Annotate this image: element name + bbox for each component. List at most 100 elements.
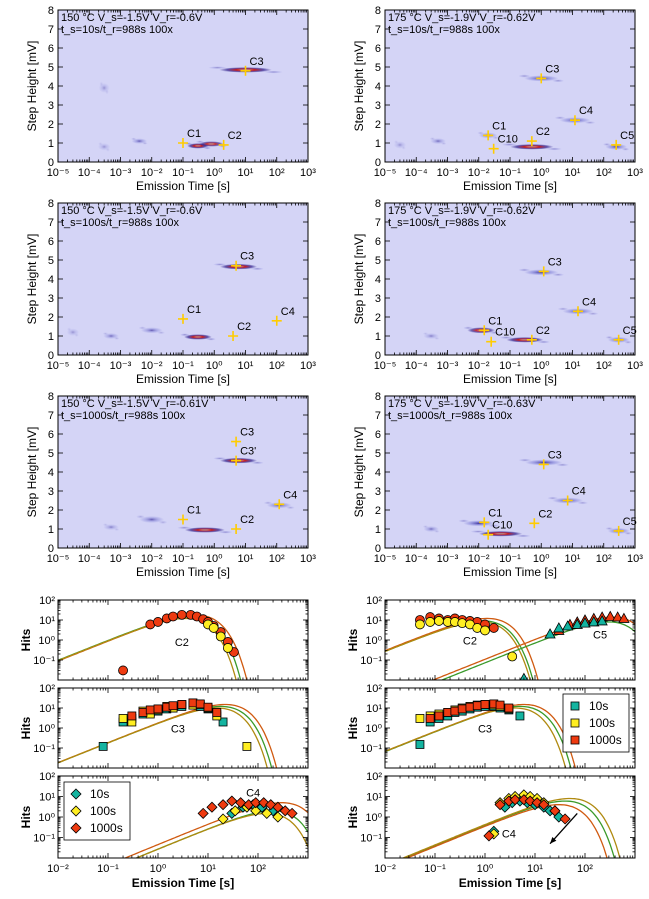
x-tick-label: 10¹: [565, 167, 581, 179]
y-tick-label: 4: [375, 81, 381, 93]
y-tick-label: 10¹: [366, 615, 382, 627]
data-point: [457, 704, 467, 714]
density-streak: [492, 136, 499, 140]
y-tick-label: 10⁰: [38, 635, 55, 647]
y-tick-label: 5: [375, 62, 381, 74]
density-streak: [518, 268, 531, 272]
density-streak: [605, 335, 614, 339]
defect-label: C1: [187, 505, 201, 517]
y-tick-label: 10²: [366, 683, 382, 695]
defect-label: C4: [582, 296, 596, 308]
y-tick-label: 10⁰: [365, 635, 382, 647]
defect-marker: [529, 518, 540, 529]
density-streak: [584, 121, 596, 125]
density-streak: [67, 327, 72, 332]
density-streak: [206, 337, 216, 341]
y-tick-label: 2: [48, 312, 54, 324]
fit-curve: [401, 797, 621, 858]
defect-marker: [538, 459, 549, 470]
x-axis-label: Emission Time [s]: [136, 565, 230, 579]
density-streak: [213, 263, 227, 266]
density-streak: [492, 532, 509, 536]
data-point: [98, 742, 108, 751]
data-point: [507, 651, 518, 662]
y-tick-label: 0: [48, 157, 54, 169]
panel-timing-label: t_s=10s/t_r=988s 100x: [388, 24, 500, 36]
defect-marker: [526, 136, 537, 147]
hits-panel: 10⁻¹ 10⁰ 10¹ 10² Hits C3: [19, 683, 309, 769]
data-point: [235, 797, 247, 809]
x-axis-label: Emission Time [s]: [459, 876, 561, 890]
x-tick-label: 10¹: [565, 360, 581, 372]
density-streak: [489, 331, 500, 335]
y-tick-label: 1: [375, 524, 381, 536]
y-tick-label: 1: [375, 331, 381, 343]
x-tick-label: 10⁻²: [468, 553, 490, 565]
data-point: [217, 813, 229, 825]
defect-label: C3: [250, 56, 264, 68]
fit-curve: [405, 804, 608, 858]
density-streak: [218, 530, 233, 534]
trap-label: C2: [175, 637, 189, 649]
defect-marker: [178, 313, 188, 324]
x-tick-label: 10⁻³: [437, 553, 459, 565]
y-tick-label: 6: [48, 429, 54, 441]
x-tick-label: 10³: [627, 553, 643, 565]
density-streak: [441, 141, 447, 145]
y-tick-label: 3: [48, 100, 54, 112]
y-axis-label: Hits: [19, 716, 33, 739]
data-point: [434, 711, 444, 721]
x-axis-label: Emission Time [s]: [463, 565, 557, 579]
x-tick-label: 10⁻⁴: [405, 360, 428, 372]
y-tick-label: 10⁻¹: [360, 833, 382, 845]
x-tick-label: 10⁻¹: [172, 167, 194, 179]
heatmap-panel: 0 1 2 3 4 5 6 7 8 10⁻⁵ 10⁻⁴ 10⁻³ 10⁻² 10⁻¹ 10⁰ 10¹ 10² 10…: [352, 391, 643, 579]
panel-timing-label: t_s=10s/t_r=988s 100x: [61, 24, 173, 36]
defect-marker: [483, 529, 494, 540]
panel-timing-label: t_s=1000s/t_r=988s 100x: [61, 410, 186, 422]
x-tick-label: 10⁻³: [437, 360, 459, 372]
density-streak: [422, 332, 429, 336]
y-tick-label: 4: [375, 274, 381, 286]
x-tick-label: 10⁻⁵: [374, 360, 397, 372]
y-tick-label: 4: [375, 467, 381, 479]
density-streak: [114, 527, 120, 531]
density-streak: [555, 463, 569, 467]
y-axis-label: Hits: [346, 628, 360, 651]
data-point: [515, 711, 525, 721]
trap-label: C4: [502, 829, 516, 841]
y-tick-label: 2: [375, 505, 381, 517]
x-tick-label: 10⁻⁴: [78, 167, 101, 179]
x-tick-label: 10¹: [238, 167, 254, 179]
x-tick-label: 10⁻⁴: [405, 553, 428, 565]
y-tick-label: 5: [375, 448, 381, 460]
defect-marker: [271, 315, 282, 326]
y-tick-label: 10¹: [39, 615, 55, 627]
heatmap-background: [385, 396, 635, 548]
x-axis-label: Emission Time [s]: [463, 372, 557, 386]
defect-marker: [218, 139, 229, 150]
data-point: [70, 788, 82, 800]
y-tick-label: 6: [375, 236, 381, 248]
defect-marker: [479, 325, 490, 336]
data-point: [153, 704, 163, 714]
defect-label: C1: [488, 315, 502, 327]
data-point: [215, 631, 226, 642]
x-tick-label: 10⁻⁵: [374, 553, 397, 565]
data-point: [495, 700, 505, 710]
y-axis-label: Step Height [mV]: [25, 427, 39, 518]
data-point: [561, 620, 574, 631]
defect-marker: [228, 331, 239, 341]
y-tick-label: 0: [48, 350, 54, 362]
x-axis-label: Emission Time [s]: [132, 876, 234, 890]
y-tick-label: 10²: [39, 683, 55, 695]
heatmap-panel: 0 1 2 3 4 5 6 7 8 10⁻⁵ 10⁻⁴ 10⁻³ 10⁻² 10⁻¹ 10⁰ 10¹ 10² 10…: [25, 198, 316, 386]
trap-label: C3: [478, 723, 492, 735]
hits-panel: 10⁻¹ 10⁰ 10¹ 10² Hits C2: [19, 595, 309, 681]
density-streak: [428, 527, 434, 531]
defect-label: C10: [495, 327, 515, 339]
y-tick-label: 5: [375, 255, 381, 267]
data-point: [118, 665, 128, 676]
y-tick-label: 8: [375, 391, 381, 403]
y-tick-label: 7: [375, 24, 381, 36]
